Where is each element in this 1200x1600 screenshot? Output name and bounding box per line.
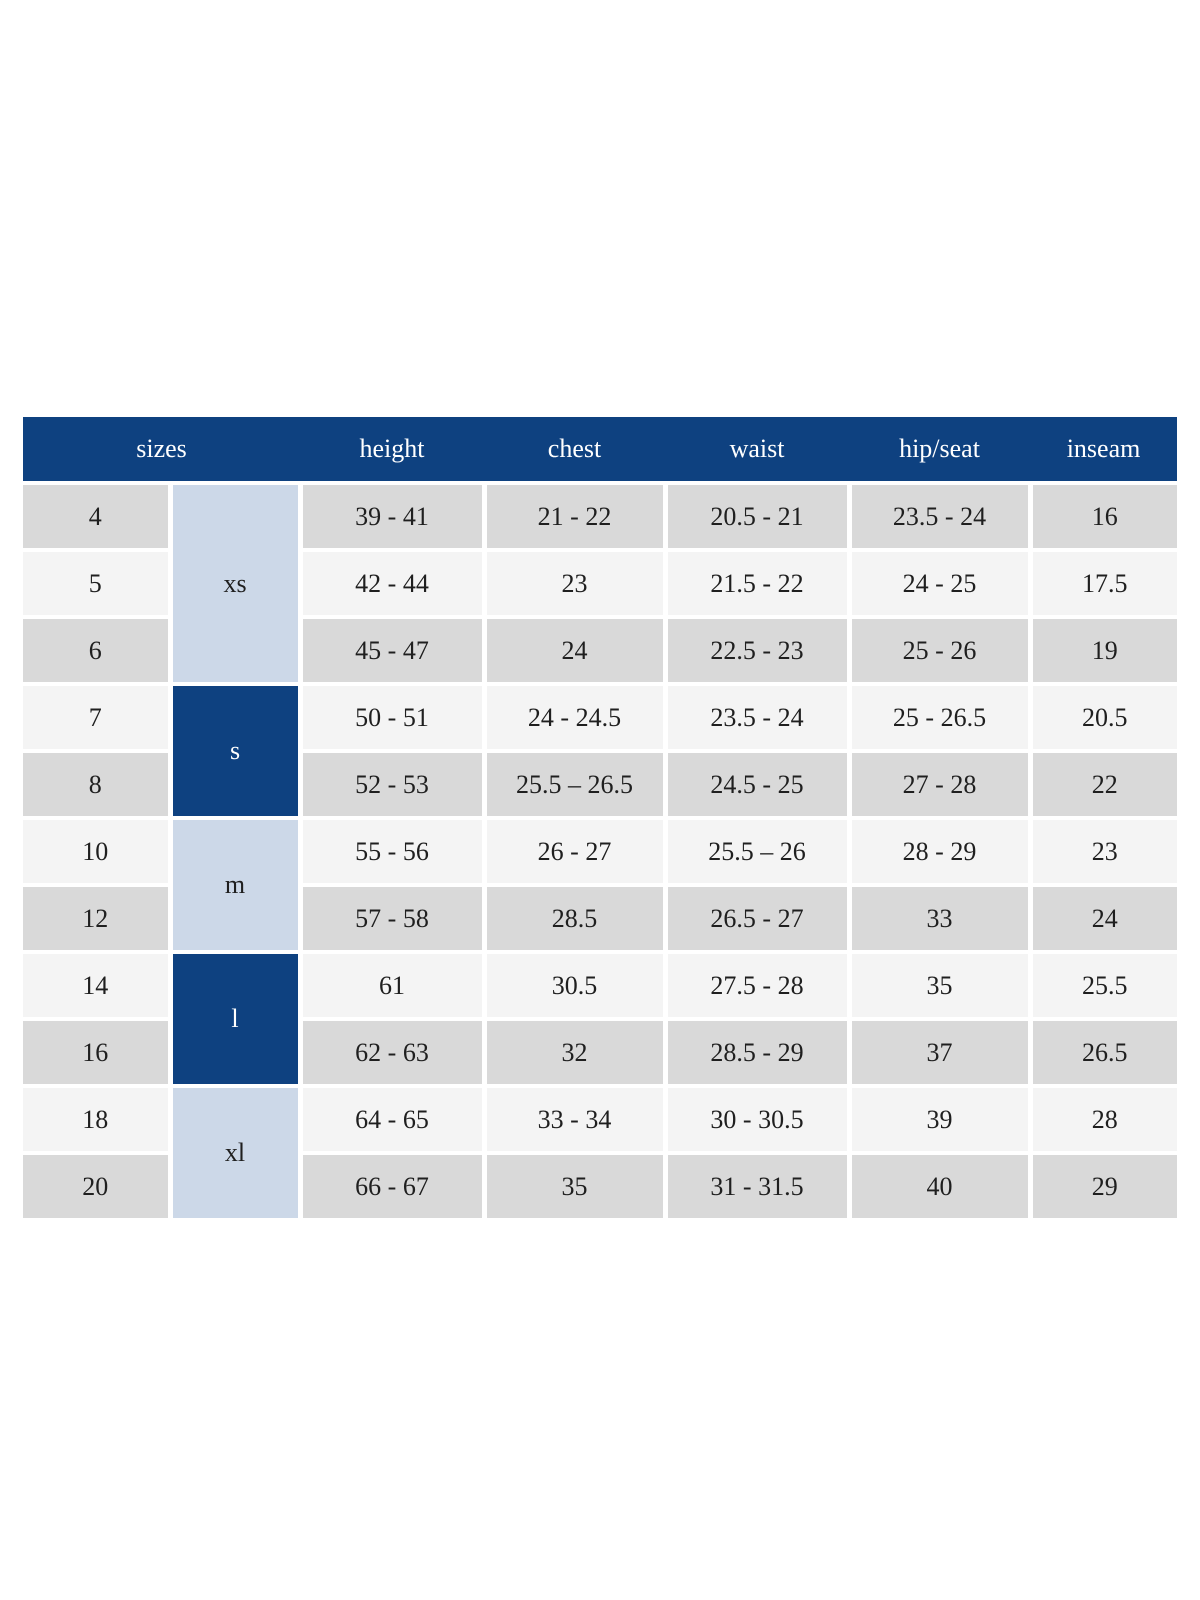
- size-chart-table: sizes height chest waist hip/seat inseam…: [23, 417, 1178, 1218]
- size-number-cell: 4: [23, 481, 170, 550]
- table-row: 6 45 - 47 24 22.5 - 23 25 - 26 19: [23, 615, 1178, 684]
- height-cell: 64 - 65: [297, 1084, 485, 1153]
- header-cell-hip-seat: hip/seat: [849, 417, 1031, 483]
- size-group-cell: xs: [167, 481, 301, 684]
- size-number-cell: 5: [23, 548, 170, 617]
- waist-cell: 28.5 - 29: [662, 1017, 850, 1086]
- hip-seat-cell: 39: [846, 1084, 1031, 1153]
- waist-cell: 25.5 – 26: [662, 816, 850, 885]
- inseam-cell: 25.5: [1027, 950, 1178, 1019]
- hip-seat-cell: 37: [846, 1017, 1031, 1086]
- size-number-cell: 8: [23, 749, 170, 818]
- inseam-cell: 20.5: [1027, 682, 1178, 751]
- height-cell: 52 - 53: [297, 749, 485, 818]
- inseam-cell: 29: [1027, 1151, 1178, 1218]
- height-cell: 39 - 41: [297, 481, 485, 550]
- hip-seat-cell: 40: [846, 1151, 1031, 1218]
- size-number-cell: 16: [23, 1017, 170, 1086]
- size-number-cell: 18: [23, 1084, 170, 1153]
- table-row: 10 m 55 - 56 26 - 27 25.5 – 26 28 - 29 23: [23, 816, 1178, 952]
- table-row: 4 xs 39 - 41 21 - 22 20.5 - 21 23.5 - 24 16: [23, 481, 1178, 684]
- size-group-cell: xl: [167, 1084, 301, 1218]
- size-chart: sizes height chest waist hip/seat inseam…: [23, 417, 1178, 1218]
- inseam-cell: 28: [1027, 1084, 1178, 1153]
- inseam-cell: 24: [1027, 883, 1178, 952]
- hip-seat-cell: 28 - 29: [846, 816, 1031, 885]
- waist-cell: 26.5 - 27: [662, 883, 850, 952]
- waist-cell: 31 - 31.5: [662, 1151, 850, 1218]
- chest-cell: 26 - 27: [481, 816, 666, 885]
- chest-cell: 33 - 34: [481, 1084, 666, 1153]
- chest-cell: 30.5: [481, 950, 666, 1019]
- header-cell-chest: chest: [484, 417, 666, 483]
- height-cell: 42 - 44: [297, 548, 485, 617]
- table-row: 20 66 - 67 35 31 - 31.5 40 29: [23, 1151, 1178, 1218]
- table-body: 4 xs 39 - 41 21 - 22 20.5 - 21 23.5 - 24 16 5 42…: [23, 481, 1178, 1218]
- header-cell-height: height: [300, 417, 485, 483]
- size-number-cell: 14: [23, 950, 170, 1019]
- size-group-cell: s: [167, 682, 301, 818]
- hip-seat-cell: 23.5 - 24: [846, 481, 1031, 550]
- chest-cell: 32: [481, 1017, 666, 1086]
- waist-cell: 23.5 - 24: [662, 682, 850, 751]
- chest-cell: 28.5: [481, 883, 666, 952]
- table-row: 12 57 - 58 28.5 26.5 - 27 33 24: [23, 883, 1178, 952]
- header-cell-sizes: sizes: [23, 417, 301, 483]
- table-row: 5 42 - 44 23 21.5 - 22 24 - 25 17.5: [23, 548, 1178, 617]
- header-row: sizes height chest waist hip/seat inseam: [23, 417, 1178, 483]
- header-cell-inseam: inseam: [1030, 417, 1178, 483]
- table-row: 16 62 - 63 32 28.5 - 29 37 26.5: [23, 1017, 1178, 1086]
- hip-seat-cell: 27 - 28: [846, 749, 1031, 818]
- inseam-cell: 19: [1027, 615, 1178, 684]
- height-cell: 66 - 67: [297, 1151, 485, 1218]
- size-number-cell: 7: [23, 682, 170, 751]
- size-number-cell: 10: [23, 816, 170, 885]
- size-group-cell: m: [167, 816, 301, 952]
- chest-cell: 25.5 – 26.5: [481, 749, 666, 818]
- waist-cell: 30 - 30.5: [662, 1084, 850, 1153]
- chest-cell: 23: [481, 548, 666, 617]
- inseam-cell: 17.5: [1027, 548, 1178, 617]
- chest-cell: 35: [481, 1151, 666, 1218]
- height-cell: 45 - 47: [297, 615, 485, 684]
- table-row: 18 xl 64 - 65 33 - 34 30 - 30.5 39 28: [23, 1084, 1178, 1218]
- inseam-cell: 26.5: [1027, 1017, 1178, 1086]
- hip-seat-cell: 25 - 26: [846, 615, 1031, 684]
- table-row: 8 52 - 53 25.5 – 26.5 24.5 - 25 27 - 28 22: [23, 749, 1178, 818]
- waist-cell: 20.5 - 21: [662, 481, 850, 550]
- size-number-cell: 6: [23, 615, 170, 684]
- table-row: 7 s 50 - 51 24 - 24.5 23.5 - 24 25 - 26.5 20.5: [23, 682, 1178, 818]
- inseam-cell: 23: [1027, 816, 1178, 885]
- table-header: sizes height chest waist hip/seat inseam: [23, 417, 1178, 483]
- header-cell-waist: waist: [665, 417, 850, 483]
- hip-seat-cell: 35: [846, 950, 1031, 1019]
- hip-seat-cell: 25 - 26.5: [846, 682, 1031, 751]
- waist-cell: 21.5 - 22: [662, 548, 850, 617]
- height-cell: 62 - 63: [297, 1017, 485, 1086]
- table-row: 14 l 61 30.5 27.5 - 28 35 25.5: [23, 950, 1178, 1086]
- hip-seat-cell: 33: [846, 883, 1031, 952]
- height-cell: 55 - 56: [297, 816, 485, 885]
- chest-cell: 24: [481, 615, 666, 684]
- inseam-cell: 22: [1027, 749, 1178, 818]
- height-cell: 61: [297, 950, 485, 1019]
- hip-seat-cell: 24 - 25: [846, 548, 1031, 617]
- chest-cell: 24 - 24.5: [481, 682, 666, 751]
- size-number-cell: 20: [23, 1151, 170, 1218]
- size-number-cell: 12: [23, 883, 170, 952]
- inseam-cell: 16: [1027, 481, 1178, 550]
- height-cell: 50 - 51: [297, 682, 485, 751]
- waist-cell: 24.5 - 25: [662, 749, 850, 818]
- waist-cell: 27.5 - 28: [662, 950, 850, 1019]
- waist-cell: 22.5 - 23: [662, 615, 850, 684]
- height-cell: 57 - 58: [297, 883, 485, 952]
- size-group-cell: l: [167, 950, 301, 1086]
- chest-cell: 21 - 22: [481, 481, 666, 550]
